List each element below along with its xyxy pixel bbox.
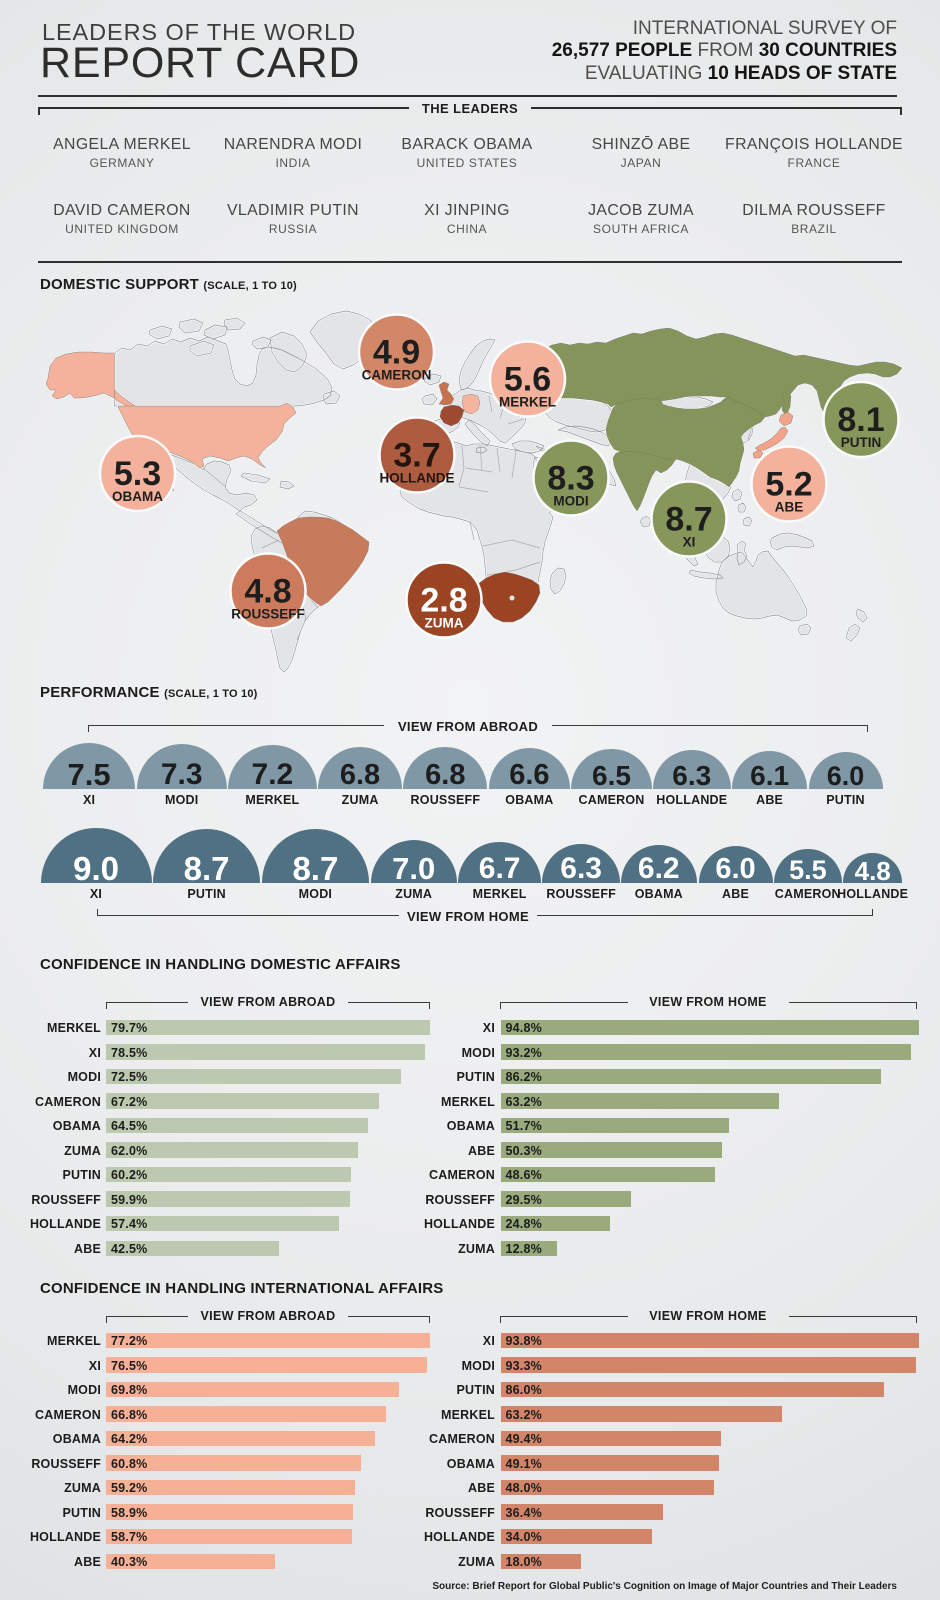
svg-text:4.9: 4.9 [373,334,420,372]
svg-text:ZUMA: ZUMA [425,616,464,631]
svg-text:3.7: 3.7 [393,437,440,475]
svg-text:XI: XI [683,535,696,550]
svg-text:OBAMA: OBAMA [112,489,163,504]
svg-text:ABE: ABE [775,500,804,515]
svg-text:5.2: 5.2 [765,466,812,504]
svg-text:8.3: 8.3 [547,460,594,498]
svg-text:5.6: 5.6 [504,361,551,399]
svg-text:8.1: 8.1 [837,401,884,439]
svg-text:8.7: 8.7 [665,501,712,539]
svg-text:4.8: 4.8 [244,573,291,611]
svg-text:ROUSSEFF: ROUSSEFF [231,607,305,622]
svg-text:CAMERON: CAMERON [362,368,432,383]
svg-text:5.3: 5.3 [114,455,161,493]
svg-text:HOLLANDE: HOLLANDE [380,471,455,486]
svg-text:2.8: 2.8 [420,582,467,620]
svg-text:PUTIN: PUTIN [841,435,882,450]
svg-text:MODI: MODI [553,494,588,509]
svg-text:MERKEL: MERKEL [499,395,556,410]
